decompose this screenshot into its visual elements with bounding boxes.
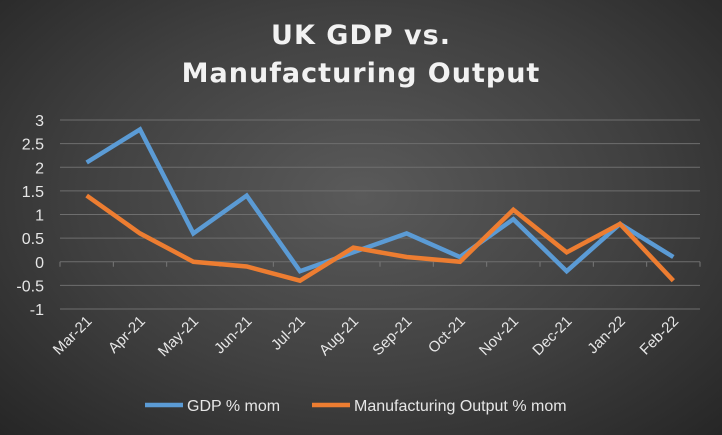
chart-title-line-1: UK GDP vs. bbox=[271, 20, 451, 51]
y-tick-label: -0.5 bbox=[16, 278, 44, 295]
x-tick-label: Nov-21 bbox=[476, 313, 522, 359]
x-tick-label: Dec-21 bbox=[529, 313, 575, 359]
x-tick-label: Jan-22 bbox=[584, 313, 628, 357]
y-tick-label: 2.5 bbox=[22, 137, 44, 154]
y-tick-label: -1 bbox=[30, 302, 44, 319]
y-tick-label: 0 bbox=[35, 255, 44, 272]
x-tick-label: May-21 bbox=[155, 313, 202, 360]
legend-label: Manufacturing Output % mom bbox=[354, 398, 567, 415]
y-tick-label: 1.5 bbox=[22, 184, 44, 201]
y-tick-label: 2 bbox=[35, 160, 44, 177]
x-tick-label: Apr-21 bbox=[105, 313, 149, 357]
x-tick-label: Mar-21 bbox=[50, 313, 96, 359]
x-tick-label: Sep-21 bbox=[369, 313, 415, 359]
chart-title-line-2: Manufacturing Output bbox=[181, 58, 541, 89]
y-tick-label: 3 bbox=[35, 113, 44, 130]
legend-label: GDP % mom bbox=[187, 398, 280, 415]
series-line-1 bbox=[85, 193, 675, 284]
x-tick-label: Feb-22 bbox=[637, 313, 683, 359]
y-tick-label: 1 bbox=[35, 208, 44, 225]
y-tick-label: 0.5 bbox=[22, 231, 44, 248]
x-tick-label: Jul-21 bbox=[268, 313, 309, 354]
x-tick-label: Aug-21 bbox=[316, 313, 362, 359]
series-line-0 bbox=[85, 126, 675, 275]
x-tick-label: Jun-21 bbox=[211, 313, 255, 357]
x-tick-label: Oct-21 bbox=[425, 313, 469, 357]
